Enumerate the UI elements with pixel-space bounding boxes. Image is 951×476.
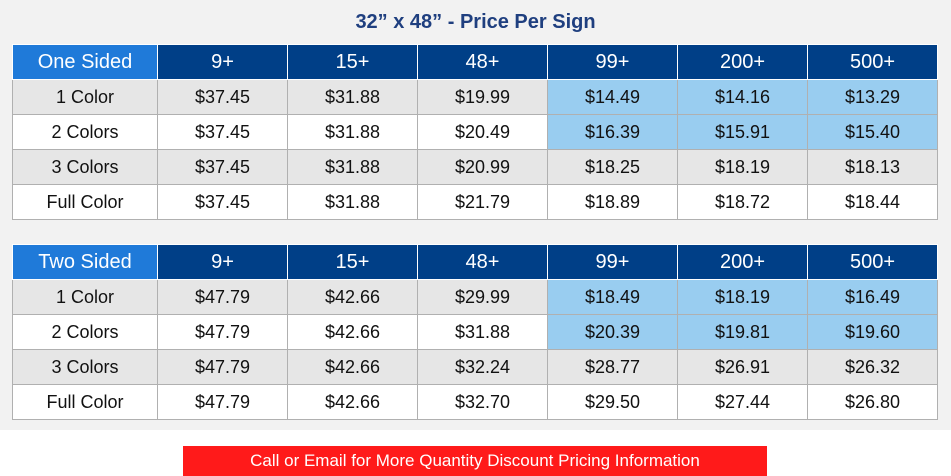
price-cell: $26.80 — [807, 384, 938, 420]
pricing-panel: 32” x 48” - Price Per Sign One Sided 9+ … — [0, 0, 951, 430]
quantity-header: 500+ — [807, 44, 938, 80]
price-cell: $31.88 — [287, 79, 418, 115]
color-option-label: 1 Color — [12, 79, 158, 115]
price-cell: $21.79 — [417, 184, 548, 220]
table-row: 3 Colors $47.79 $42.66 $32.24 $28.77 $26.91 $2… — [12, 349, 938, 385]
price-cell: $16.49 — [807, 279, 938, 315]
color-option-label: Full Color — [12, 384, 158, 420]
price-cell: $14.16 — [677, 79, 808, 115]
table-row: Full Color $47.79 $42.66 $32.70 $29.50 $27.44… — [12, 384, 938, 420]
price-cell: $31.88 — [417, 314, 548, 350]
quantity-header: 9+ — [157, 244, 288, 280]
price-cell: $20.99 — [417, 149, 548, 185]
table-row: 3 Colors $37.45 $31.88 $20.99 $18.25 $18.19 $1… — [12, 149, 938, 185]
price-cell: $28.77 — [547, 349, 678, 385]
table-type-label: Two Sided — [12, 244, 158, 280]
price-cell: $42.66 — [287, 314, 418, 350]
table-row: 2 Colors $47.79 $42.66 $31.88 $20.39 $19.81 $1… — [12, 314, 938, 350]
price-cell: $18.13 — [807, 149, 938, 185]
price-cell: $42.66 — [287, 384, 418, 420]
price-cell: $18.25 — [547, 149, 678, 185]
price-cell: $47.79 — [157, 384, 288, 420]
price-cell: $26.91 — [677, 349, 808, 385]
price-cell: $19.99 — [417, 79, 548, 115]
page-title: 32” x 48” - Price Per Sign — [355, 10, 596, 33]
one-sided-price-table: One Sided 9+ 15+ 48+ 99+ 200+ 500+ 1 Col… — [12, 44, 938, 220]
table-row: 1 Color $47.79 $42.66 $29.99 $18.49 $18.19 $16… — [12, 279, 938, 315]
price-cell: $47.79 — [157, 279, 288, 315]
price-cell: $18.72 — [677, 184, 808, 220]
price-cell: $42.66 — [287, 349, 418, 385]
color-option-label: 2 Colors — [12, 314, 158, 350]
price-cell: $20.39 — [547, 314, 678, 350]
price-cell: $29.50 — [547, 384, 678, 420]
price-cell: $19.81 — [677, 314, 808, 350]
two-sided-price-table: Two Sided 9+ 15+ 48+ 99+ 200+ 500+ 1 Col… — [12, 244, 938, 420]
quantity-header: 200+ — [677, 244, 808, 280]
price-cell: $13.29 — [807, 79, 938, 115]
price-cell: $18.19 — [677, 279, 808, 315]
color-option-label: 3 Colors — [12, 349, 158, 385]
price-cell: $15.40 — [807, 114, 938, 150]
color-option-label: Full Color — [12, 184, 158, 220]
quantity-header: 99+ — [547, 244, 678, 280]
table-row: 2 Colors $37.45 $31.88 $20.49 $16.39 $15.91 $1… — [12, 114, 938, 150]
color-option-label: 2 Colors — [12, 114, 158, 150]
quantity-header: 9+ — [157, 44, 288, 80]
price-cell: $26.32 — [807, 349, 938, 385]
price-cell: $37.45 — [157, 114, 288, 150]
price-cell: $31.88 — [287, 114, 418, 150]
quantity-header: 48+ — [417, 244, 548, 280]
table-type-label: One Sided — [12, 44, 158, 80]
quantity-header: 48+ — [417, 44, 548, 80]
price-cell: $31.88 — [287, 184, 418, 220]
price-cell: $47.79 — [157, 349, 288, 385]
price-cell: $19.60 — [807, 314, 938, 350]
quantity-header: 15+ — [287, 244, 418, 280]
price-cell: $47.79 — [157, 314, 288, 350]
price-cell: $14.49 — [547, 79, 678, 115]
contact-pricing-button[interactable]: Call or Email for More Quantity Discount… — [183, 446, 767, 476]
price-cell: $27.44 — [677, 384, 808, 420]
price-cell: $32.70 — [417, 384, 548, 420]
quantity-header: 99+ — [547, 44, 678, 80]
price-cell: $37.45 — [157, 184, 288, 220]
quantity-header: 200+ — [677, 44, 808, 80]
price-cell: $29.99 — [417, 279, 548, 315]
price-cell: $37.45 — [157, 79, 288, 115]
quantity-header: 15+ — [287, 44, 418, 80]
table-row: Full Color $37.45 $31.88 $21.79 $18.89 $18.72… — [12, 184, 938, 220]
table-header-row: Two Sided 9+ 15+ 48+ 99+ 200+ 500+ — [12, 244, 938, 280]
color-option-label: 3 Colors — [12, 149, 158, 185]
price-cell: $16.39 — [547, 114, 678, 150]
table-row: 1 Color $37.45 $31.88 $19.99 $14.49 $14.16 $13… — [12, 79, 938, 115]
price-cell: $18.89 — [547, 184, 678, 220]
price-cell: $42.66 — [287, 279, 418, 315]
price-cell: $32.24 — [417, 349, 548, 385]
quantity-header: 500+ — [807, 244, 938, 280]
price-cell: $15.91 — [677, 114, 808, 150]
table-header-row: One Sided 9+ 15+ 48+ 99+ 200+ 500+ — [12, 44, 938, 80]
price-cell: $18.19 — [677, 149, 808, 185]
price-cell: $18.44 — [807, 184, 938, 220]
price-cell: $37.45 — [157, 149, 288, 185]
price-cell: $31.88 — [287, 149, 418, 185]
color-option-label: 1 Color — [12, 279, 158, 315]
price-cell: $20.49 — [417, 114, 548, 150]
price-cell: $18.49 — [547, 279, 678, 315]
